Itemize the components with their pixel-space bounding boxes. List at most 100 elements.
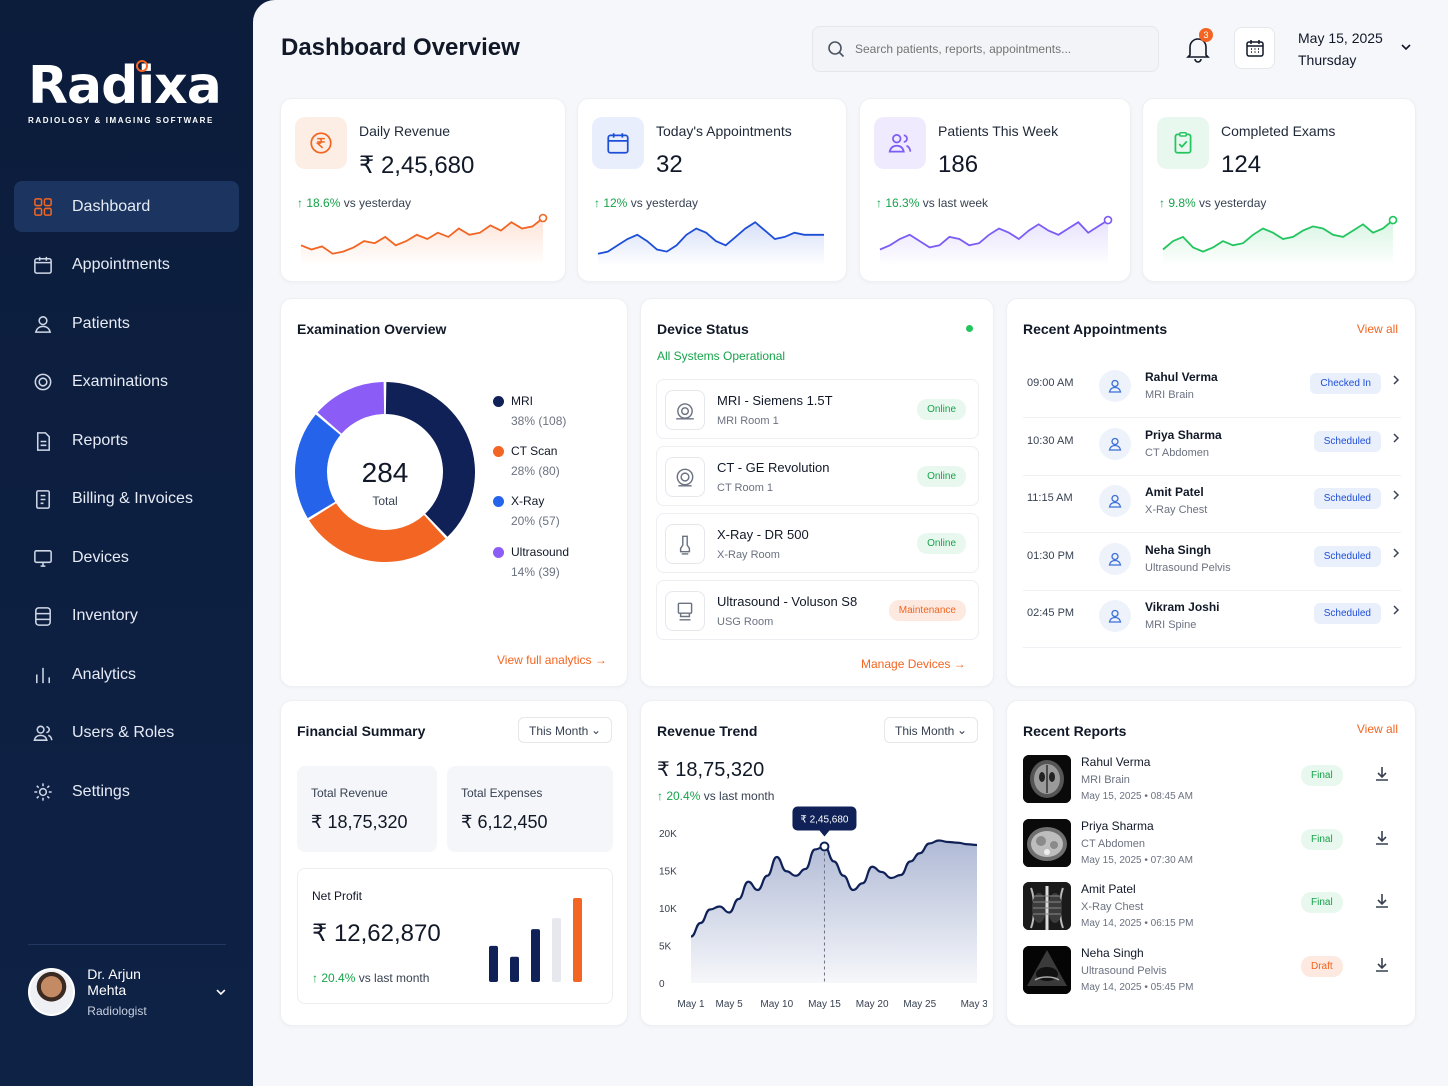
report-row[interactable]: Neha Singh Ultrasound Pelvis May 14, 2025 … [1023,945,1401,1004]
user-profile[interactable]: Dr. Arjun Mehta Radiologist [28,966,228,1018]
avatar [28,968,76,1016]
view-analytics-link[interactable]: View full analytics → [497,653,607,667]
device-name: MRI - Siemens 1.5T [717,393,833,408]
y-tick-label: 0 [659,979,665,990]
sparkline-line [1162,219,1394,253]
calendar-icon [32,254,54,276]
sidebar-item-examinations[interactable]: Examinations [14,357,239,408]
kpi-trend-suffix: vs yesterday [1195,196,1267,210]
report-patient-name: Neha Singh [1081,945,1144,960]
search-box[interactable] [812,26,1159,72]
sidebar-item-inventory[interactable]: Inventory [14,591,239,642]
chevron-down-icon[interactable] [214,985,228,999]
tooltip-point [819,841,830,852]
tooltip-label: ₹ 2,45,680 [800,815,849,826]
view-all-appointments-link[interactable]: View all [1356,322,1398,336]
report-row[interactable]: Rahul Verma MRI Brain May 15, 2025 • 08:45… [1023,755,1401,813]
trend-line [690,839,978,938]
legend-dot [493,446,504,457]
appointment-row[interactable]: 11:15 AM Amit Patel X-Ray Chest Scheduled [1023,476,1401,533]
appointment-row[interactable]: 01:30 PM Neha Singh Ultrasound Pelvis Sched… [1023,534,1401,591]
notifications-button[interactable]: 3 [1183,28,1213,63]
report-thumbnail [1023,755,1071,803]
sparkline-line [597,221,824,255]
appointment-row[interactable]: 09:00 AM Rahul Verma MRI Brain Checked In [1023,361,1401,418]
kpi-label: Today's Appointments [656,123,792,139]
report-status-badge: Final [1301,828,1343,850]
sidebar-item-label: Users & Roles [72,724,175,741]
ultrasound-device-icon [665,591,705,631]
clipboard-check-icon [1157,117,1209,169]
brand-tagline: RADIOLOGY & IMAGING SOFTWARE [28,116,214,125]
chevron-right-icon[interactable] [1391,546,1401,562]
profit-bar-chart [489,898,582,982]
sidebar-item-label: Examinations [72,373,169,390]
kpi-trend-suffix: vs last week [919,196,989,210]
device-row[interactable]: X-Ray - DR 500 X-Ray Room Online [656,513,979,573]
device-name: CT - GE Revolution [717,460,830,475]
report-date: May 14, 2025 • 06:15 PM [1081,918,1194,929]
calendar-icon [1245,40,1264,57]
sidebar-item-users-roles[interactable]: Users & Roles [14,708,239,759]
sidebar-item-analytics[interactable]: Analytics [14,649,239,700]
kpi-card-patients-this-week: Patients This Week 186 ↑ 16.3% vs last wee… [859,98,1131,282]
view-all-reports-link[interactable]: View all [1356,722,1398,736]
users-icon [874,117,926,169]
legend-value: 38% (108) [511,414,567,428]
sidebar-item-billing-invoices[interactable]: Billing & Invoices [14,474,239,525]
systems-status: All Systems Operational [657,349,786,363]
trend-period-select[interactable]: This Month ⌄ [884,717,978,743]
download-icon[interactable] [1373,956,1391,979]
download-icon[interactable] [1373,829,1391,852]
chevron-right-icon[interactable] [1391,488,1401,504]
report-row[interactable]: Amit Patel X-Ray Chest May 14, 2025 • 06:1… [1023,882,1401,940]
report-status-badge: Final [1301,892,1343,913]
manage-devices-link[interactable]: Manage Devices → [861,657,966,671]
report-row[interactable]: Priya Sharma CT Abdomen May 15, 2025 • 07:… [1023,818,1401,877]
patient-name: Priya Sharma [1145,427,1222,442]
appointment-row[interactable]: 02:45 PM Vikram Joshi MRI Spine Scheduled [1023,591,1401,648]
donut-slice-ultrasound [317,382,385,434]
kpi-sparkline [879,215,1113,266]
download-icon[interactable] [1373,892,1391,915]
sidebar-item-appointments[interactable]: Appointments [14,240,239,291]
kpi-trend: ↑ 18.6% vs yesterday [297,196,411,210]
search-input[interactable] [855,42,1135,56]
period-select[interactable]: This Month ⌄ [518,717,612,743]
trend-area [691,840,977,983]
kpi-trend: ↑ 9.8% vs yesterday [1159,196,1266,210]
legend-value: 20% (57) [511,514,560,528]
patient-name: Rahul Verma [1145,370,1218,384]
revenue-pct: ↑ 20.4% [657,789,701,803]
invoice-icon [32,488,54,510]
download-icon[interactable] [1373,765,1391,788]
user-icon [32,313,54,335]
sidebar-item-devices[interactable]: Devices [14,532,239,583]
sidebar-item-settings[interactable]: Settings [14,766,239,817]
legend-name: Ultrasound [511,545,570,559]
exam-type: X-Ray Chest [1145,504,1208,516]
total-expenses-box: Total Expenses ₹ 6,12,450 [447,766,613,852]
report-exam: Ultrasound Pelvis [1081,964,1167,977]
sidebar-item-reports[interactable]: Reports [14,415,239,466]
chevron-right-icon[interactable] [1391,603,1401,619]
chevron-down-icon[interactable] [1399,40,1413,54]
calendar-button[interactable] [1234,27,1275,69]
chevron-right-icon[interactable] [1391,373,1401,389]
device-row[interactable]: Ultrasound - Voluson S8 USG Room Maintenan… [656,580,979,640]
appointment-row[interactable]: 10:30 AM Priya Sharma CT Abdomen Scheduled [1023,419,1401,476]
chevron-right-icon[interactable] [1391,431,1401,447]
report-thumbnail [1023,818,1071,867]
kpi-value: 124 [1221,151,1262,178]
examination-overview-card: Examination Overview 284 Total MRI 38% (1… [280,298,628,687]
y-tick-label: 15K [659,867,677,878]
sidebar-item-patients[interactable]: Patients [14,298,239,349]
sidebar-item-dashboard[interactable]: Dashboard [14,181,239,232]
kpi-card-daily-revenue: Daily Revenue ₹ 2,45,680 ↑ 18.6% vs yester… [280,98,566,282]
sidebar-nav: Dashboard Appointments Patients Examination… [14,181,239,825]
device-row[interactable]: CT - GE Revolution CT Room 1 Online [656,446,979,506]
device-row[interactable]: MRI - Siemens 1.5T MRI Room 1 Online [656,379,979,439]
report-patient-name: Amit Patel [1081,882,1136,896]
scan-icon [32,371,54,393]
y-tick-label: 20K [659,829,677,840]
